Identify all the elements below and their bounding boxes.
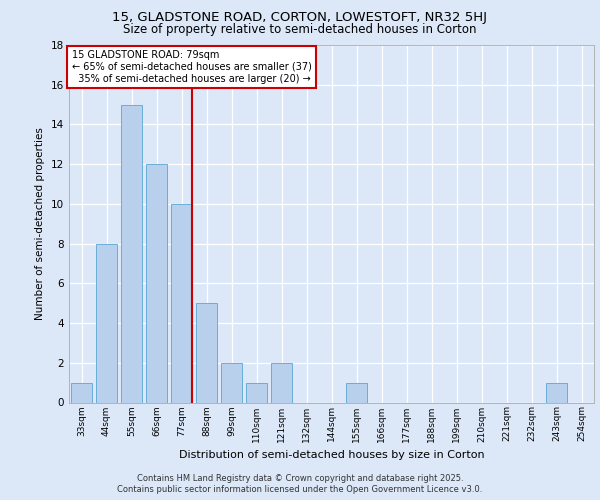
Bar [146, 164, 167, 402]
Y-axis label: Number of semi-detached properties: Number of semi-detached properties [35, 128, 46, 320]
Bar [96, 244, 117, 402]
Bar [271, 363, 292, 403]
Text: 15, GLADSTONE ROAD, CORTON, LOWESTOFT, NR32 5HJ: 15, GLADSTONE ROAD, CORTON, LOWESTOFT, N… [113, 11, 487, 24]
Text: Size of property relative to semi-detached houses in Corton: Size of property relative to semi-detach… [123, 22, 477, 36]
Bar [221, 363, 242, 403]
X-axis label: Distribution of semi-detached houses by size in Corton: Distribution of semi-detached houses by … [179, 450, 484, 460]
Bar [246, 382, 267, 402]
Bar [196, 303, 217, 402]
Bar [71, 382, 92, 402]
Text: Contains public sector information licensed under the Open Government Licence v3: Contains public sector information licen… [118, 485, 482, 494]
Bar [121, 104, 142, 403]
Bar [346, 382, 367, 402]
Bar [171, 204, 192, 402]
Bar [546, 382, 567, 402]
Text: Contains HM Land Registry data © Crown copyright and database right 2025.: Contains HM Land Registry data © Crown c… [137, 474, 463, 483]
Text: 15 GLADSTONE ROAD: 79sqm
← 65% of semi-detached houses are smaller (37)
  35% of: 15 GLADSTONE ROAD: 79sqm ← 65% of semi-d… [71, 50, 311, 84]
